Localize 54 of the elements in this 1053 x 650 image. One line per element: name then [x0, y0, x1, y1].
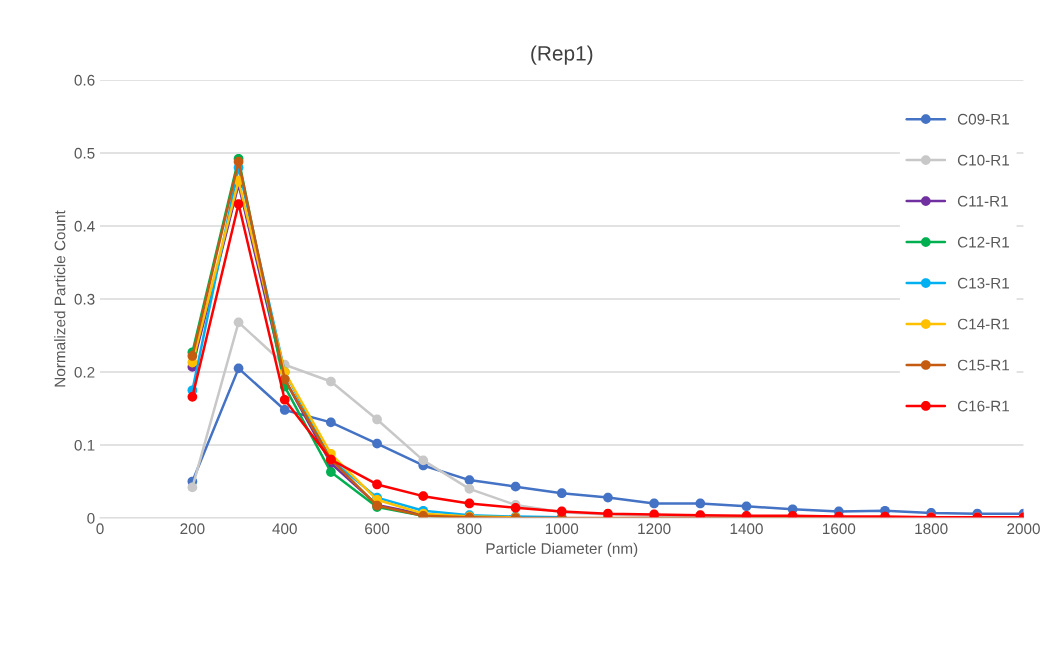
x-tick-label: 1000	[545, 523, 579, 535]
point	[464, 483, 475, 494]
point	[326, 417, 336, 428]
x-axis-title: Particle Diameter (nm)	[486, 542, 638, 557]
point	[233, 317, 244, 328]
legend-label: C12-R1	[957, 236, 1010, 248]
point	[326, 467, 336, 477]
point	[233, 363, 244, 374]
point	[372, 479, 382, 490]
point	[649, 498, 659, 509]
legend-label: C09-R1	[957, 113, 1010, 125]
x-tick-label: 1800	[915, 523, 948, 535]
chart-title: (Rep1)	[531, 45, 593, 65]
y-tick-label: 0.6	[74, 74, 95, 86]
point	[279, 405, 290, 415]
legend-label: C15-R1	[957, 359, 1010, 371]
x-tick-label: 1600	[822, 523, 856, 535]
point	[326, 376, 336, 387]
x-tick-label: 0	[96, 523, 104, 535]
x-tick-label: 200	[180, 523, 205, 535]
legend-label: C13-R1	[957, 277, 1010, 289]
y-tick-label: 0.4	[74, 220, 95, 232]
point	[187, 351, 198, 361]
point	[556, 488, 567, 499]
y-tick-label: 0	[87, 512, 95, 524]
legend-label: C11-R1	[957, 195, 1008, 207]
x-tick-label: 2000	[1007, 523, 1040, 535]
point	[510, 481, 521, 492]
point	[603, 492, 613, 503]
point	[695, 498, 706, 509]
y-tick-label: 0.1	[74, 439, 95, 451]
legend-label: C14-R1	[957, 318, 1010, 330]
point	[233, 199, 244, 209]
x-tick-label: 1200	[638, 523, 671, 535]
x-tick-label: 400	[272, 523, 297, 535]
point	[741, 501, 752, 512]
x-tick-label: 800	[457, 523, 482, 535]
point	[279, 394, 290, 405]
point	[464, 475, 475, 485]
point	[418, 491, 429, 502]
point	[372, 438, 382, 449]
legend-label: C16-R1	[957, 400, 1010, 412]
point	[372, 414, 382, 425]
point	[418, 455, 429, 466]
y-tick-label: 0.5	[74, 147, 95, 159]
point	[187, 391, 198, 402]
y-axis-title: Normalized Particle Count	[54, 210, 66, 387]
legend-label: C10-R1	[957, 154, 1010, 166]
y-tick-label: 0.3	[74, 293, 95, 305]
point	[187, 482, 198, 493]
y-tick-label: 0.2	[74, 366, 95, 378]
x-tick-label: 600	[365, 523, 390, 535]
point	[464, 498, 475, 509]
x-tick-label: 1400	[730, 523, 763, 535]
